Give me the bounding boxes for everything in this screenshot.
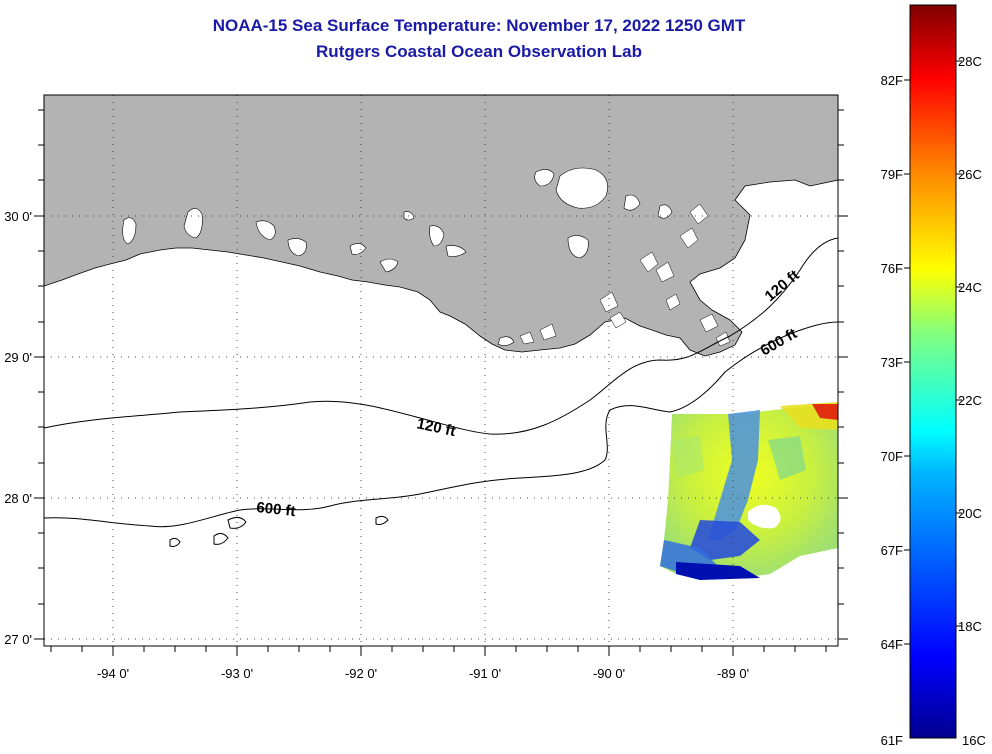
lakes [122, 167, 673, 346]
contour-120ft [43, 237, 839, 435]
map-frame [43, 94, 839, 647]
colorbar-f-76: 76F [881, 261, 903, 276]
colorbar-f-70: 70F [881, 449, 903, 464]
colorbar [909, 4, 957, 739]
colorbar-f-82: 82F [881, 73, 903, 88]
lon-label-92: -92 0' [345, 666, 377, 681]
lon-label-93: -93 0' [221, 666, 253, 681]
lon-label-91: -91 0' [469, 666, 501, 681]
bathymetry-contours [43, 237, 839, 547]
grid-lines [44, 95, 838, 646]
colorbar-f-64: 64F [881, 637, 903, 652]
colorbar-c-24: 24C [958, 280, 982, 295]
map-title: NOAA-15 Sea Surface Temperature: Novembe… [212, 16, 746, 35]
lon-label-89: -89 0' [717, 666, 749, 681]
land-mass [43, 94, 839, 357]
colorbar-c-26: 26C [958, 167, 982, 182]
colorbar-f-79: 79F [881, 167, 903, 182]
colorbar-ticks [904, 60, 962, 645]
lat-label-27: 27 0' [4, 632, 32, 647]
contour-label-600-west: 600 ft [256, 499, 297, 520]
colorbar-c-20: 20C [958, 506, 982, 521]
axis-labels: -94 0' -93 0' -92 0' -91 0' -90 0' -89 0… [4, 209, 749, 681]
colorbar-c-28: 28C [958, 54, 982, 69]
lat-label-29: 29 0' [4, 350, 32, 365]
lat-label-28: 28 0' [4, 491, 32, 506]
colorbar-f-73: 73F [881, 355, 903, 370]
lon-label-94: -94 0' [97, 666, 129, 681]
map-subtitle: Rutgers Coastal Ocean Observation Lab [316, 42, 642, 61]
sst-swath [660, 402, 838, 580]
colorbar-f-67: 67F [881, 543, 903, 558]
lon-label-90: -90 0' [593, 666, 625, 681]
lat-label-30: 30 0' [4, 209, 32, 224]
delta-marsh [519, 203, 731, 347]
tick-marks [34, 109, 848, 656]
colorbar-labels: 82F 79F 76F 73F 70F 67F 64F 61F 28C 26C … [881, 54, 986, 748]
colorbar-f-61: 61F [881, 733, 903, 748]
colorbar-c-18: 18C [958, 619, 982, 634]
colorbar-c-22: 22C [958, 393, 982, 408]
colorbar-c-16: 16C [962, 733, 986, 748]
contour-600ft [43, 321, 839, 528]
